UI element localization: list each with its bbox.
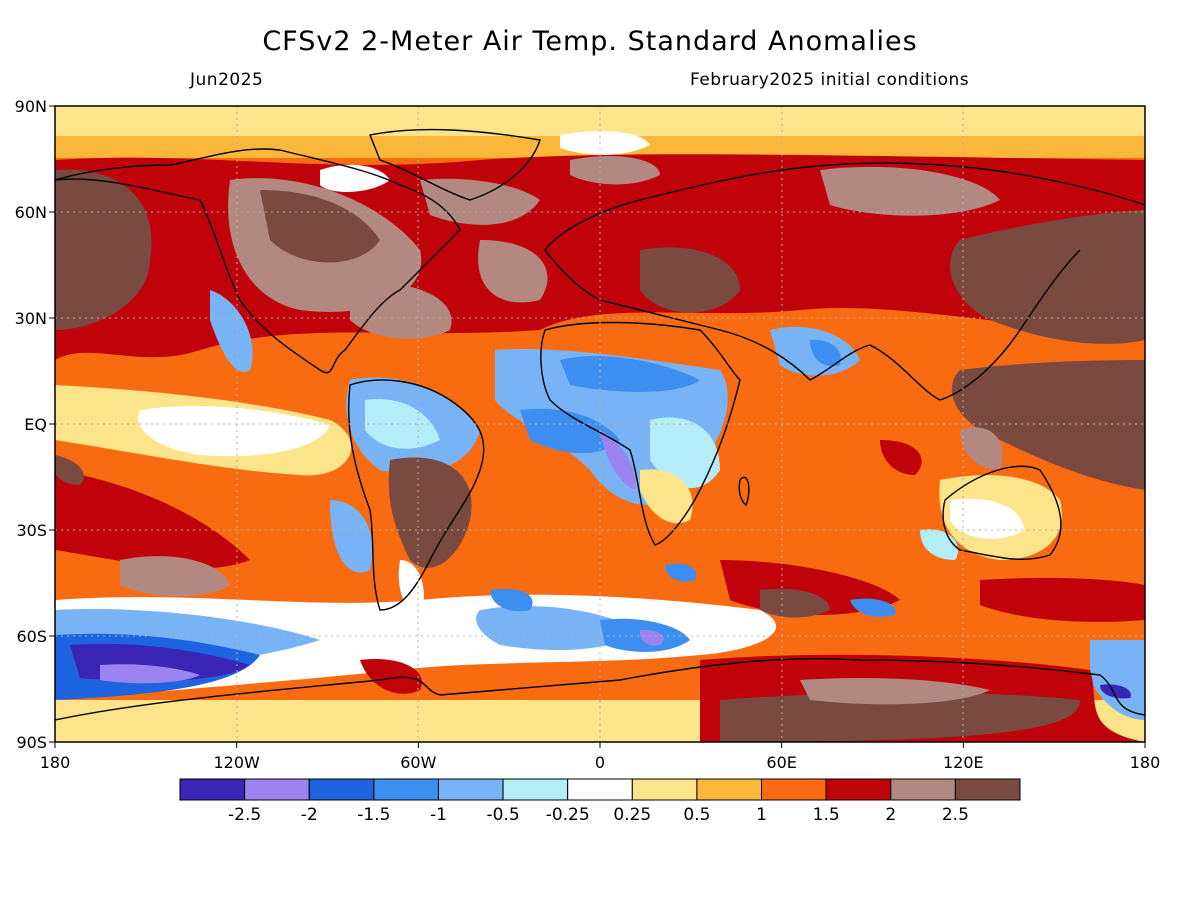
legend-label: 0.25 [613,805,651,825]
legend-label: 1 [756,805,767,825]
lat-tick-label: 60S [16,627,47,646]
legend-swatch [437,778,504,801]
lon-tick-label: 120W [213,753,260,772]
lat-tick-label: 30S [16,521,47,540]
legend-swatch [567,778,633,801]
legend-swatch [631,778,698,801]
legend-swatch [502,778,569,801]
legend-label: -0.25 [546,805,590,825]
lat-tick-label: 90S [16,733,47,752]
lon-tick-label: 60W [400,753,436,772]
map-title: CFSv2 2-Meter Air Temp. Standard Anomali… [262,26,918,57]
lat-tick-label: 90N [15,97,47,116]
lon-tick-label: 180 [1130,753,1161,772]
legend-label: -1 [430,805,447,825]
longitude-axis: 180 120W 60W 0 60E 120E 180 [40,742,1161,772]
legend-label: 2.5 [942,805,969,825]
legend-label: -2 [301,805,318,825]
legend-label: -1.5 [357,805,390,825]
lat-tick-label: 60N [15,203,47,222]
legend-swatch [954,778,1021,801]
legend-swatch [373,778,439,801]
legend-label: -0.5 [486,805,519,825]
lon-tick-label: 0 [595,753,605,772]
lon-tick-label: 120E [943,753,984,772]
legend-swatch [761,778,827,801]
legend-label: 1.5 [813,805,840,825]
lat-tick-label: 30N [15,309,47,328]
initial-conditions-label: February2025 initial conditions [690,70,970,90]
valid-month-label: Jun2025 [190,70,264,90]
legend-label: -2.5 [228,805,261,825]
coastlines [55,128,1145,721]
color-legend: -2.5 -2 -1.5 -1 -0.5 -0.25 0.25 0.5 1 1.5 2 2.5 [179,778,1021,825]
legend-swatch [696,778,763,801]
legend-label: 0.5 [683,805,710,825]
graticule [55,106,1145,742]
legend-label: 2 [885,805,896,825]
latitude-axis: 90N 60N 30N EQ 30S 60S 90S [15,97,55,752]
legend-swatch [825,778,892,801]
lon-tick-label: 60E [766,753,796,772]
legend-swatch [244,778,310,801]
lon-tick-label: 180 [40,753,71,772]
legend-swatch [308,778,375,801]
legend-swatch [890,778,956,801]
lat-tick-label: EQ [24,415,47,434]
legend-swatch [179,778,246,801]
